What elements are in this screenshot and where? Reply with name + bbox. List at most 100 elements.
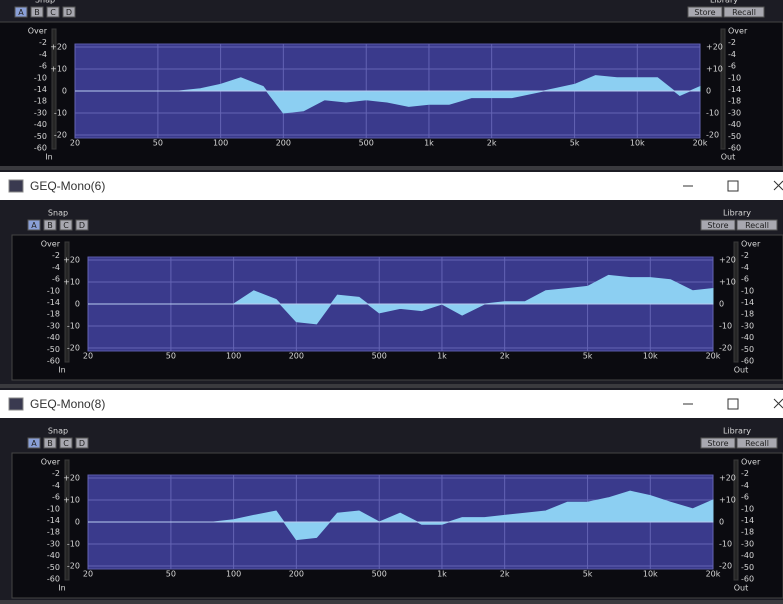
x-tick-label: 20k	[693, 139, 708, 148]
library-button[interactable]	[736, 219, 778, 231]
snap-button-label: C	[63, 439, 69, 448]
y-tick-label-right: -20	[719, 562, 732, 571]
library-button-label: Store	[707, 439, 728, 448]
y-tick-label-right: +20	[719, 256, 736, 265]
close-button[interactable]	[773, 180, 783, 191]
meter-scale-label: -2	[52, 469, 60, 478]
meter-scale-label: -18	[741, 310, 754, 319]
meter-scale-label: -14	[47, 516, 60, 525]
snap-button[interactable]	[59, 219, 73, 231]
meter-scale-label: Over	[741, 458, 761, 467]
snap-button[interactable]	[27, 219, 41, 231]
maximize-button[interactable]	[727, 398, 739, 410]
meter-scale-label: -60	[728, 144, 741, 153]
x-tick-label: 50	[166, 352, 176, 361]
snap-button[interactable]	[43, 219, 57, 231]
meter-scale-label: -40	[741, 551, 754, 560]
meter-scale-label: -4	[52, 263, 60, 272]
meter-scale-label: -50	[34, 132, 47, 141]
x-tick-label: 1k	[437, 570, 447, 579]
x-tick-label: 50	[166, 570, 176, 579]
x-tick-label: 20k	[706, 352, 721, 361]
library-button[interactable]	[687, 6, 723, 18]
x-tick-label: 200	[289, 570, 304, 579]
y-tick-label-right: +20	[719, 474, 736, 483]
x-tick-label: 20	[83, 570, 93, 579]
x-tick-label: 5k	[583, 352, 593, 361]
x-tick-label: 100	[226, 570, 241, 579]
meter-scale-label: -10	[47, 286, 60, 295]
y-tick-label: -10	[67, 540, 80, 549]
input-label: In	[45, 153, 52, 162]
level-meter	[64, 459, 70, 581]
y-tick-label: +20	[63, 474, 80, 483]
meter-scale-label: -14	[47, 298, 60, 307]
meter-scale-label: -6	[52, 493, 60, 502]
meter-scale-label: Over	[741, 240, 761, 249]
x-tick-label: 50	[153, 139, 163, 148]
meter-scale-label: -2	[728, 38, 736, 47]
y-tick-label-right: +20	[706, 43, 723, 52]
y-tick-label-right: -10	[706, 109, 719, 118]
y-tick-label: +10	[50, 65, 67, 74]
meter-scale-label: -40	[47, 333, 60, 342]
meter-scale-label: -14	[741, 516, 754, 525]
meter-scale-label: -6	[52, 275, 60, 284]
library-button[interactable]	[736, 437, 778, 449]
x-tick-label: 1k	[424, 139, 434, 148]
level-meter	[733, 241, 739, 363]
meter-scale-label: -18	[34, 97, 47, 106]
snap-button[interactable]	[62, 6, 76, 18]
meter-scale-label: Over	[28, 27, 48, 36]
meter-scale-label: -18	[47, 528, 60, 537]
meter-scale-label: -40	[34, 120, 47, 129]
window-icon	[8, 179, 24, 193]
meter-scale-label: -4	[741, 481, 749, 490]
snap-button[interactable]	[43, 437, 57, 449]
x-tick-label: 500	[372, 352, 387, 361]
window-icon	[8, 397, 24, 411]
x-tick-label: 500	[359, 139, 374, 148]
library-label: Library	[710, 0, 738, 5]
library-button[interactable]	[700, 437, 736, 449]
y-tick-label-right: -20	[719, 344, 732, 353]
snap-button[interactable]	[14, 6, 28, 18]
snap-button-label: A	[31, 221, 37, 230]
meter-scale-label: -2	[39, 38, 47, 47]
snap-button[interactable]	[30, 6, 44, 18]
snap-button[interactable]	[27, 437, 41, 449]
input-label: In	[58, 366, 65, 375]
snap-label: Snap	[35, 0, 55, 5]
meter-scale-label: -10	[34, 73, 47, 82]
x-tick-label: 200	[276, 139, 291, 148]
x-tick-label: 200	[289, 352, 304, 361]
output-label: Out	[734, 366, 749, 375]
output-label: Out	[721, 153, 736, 162]
meter-scale-label: -50	[741, 345, 754, 354]
snap-button[interactable]	[46, 6, 60, 18]
meter-scale-label: -14	[34, 85, 47, 94]
meter-scale-label: -4	[741, 263, 749, 272]
meter-scale-label: Over	[728, 27, 748, 36]
snap-button-label: B	[34, 8, 40, 17]
output-label: Out	[734, 584, 749, 593]
y-tick-label: -20	[54, 131, 67, 140]
meter-scale-label: -10	[741, 504, 754, 513]
y-tick-label-right: -10	[719, 322, 732, 331]
maximize-button[interactable]	[727, 180, 739, 192]
library-button[interactable]	[723, 6, 765, 18]
snap-button[interactable]	[75, 437, 89, 449]
window-title: GEQ-Mono(6)	[30, 179, 105, 193]
y-tick-label: +10	[63, 278, 80, 287]
meter-scale-label: -14	[728, 85, 741, 94]
snap-button[interactable]	[59, 437, 73, 449]
snap-button[interactable]	[75, 219, 89, 231]
x-tick-label: 5k	[570, 139, 580, 148]
meter-scale-label: -6	[39, 62, 47, 71]
x-tick-label: 10k	[643, 570, 658, 579]
level-meter	[720, 28, 726, 150]
library-button[interactable]	[700, 219, 736, 231]
y-tick-label-right: 0	[719, 300, 724, 309]
close-button[interactable]	[773, 398, 783, 409]
